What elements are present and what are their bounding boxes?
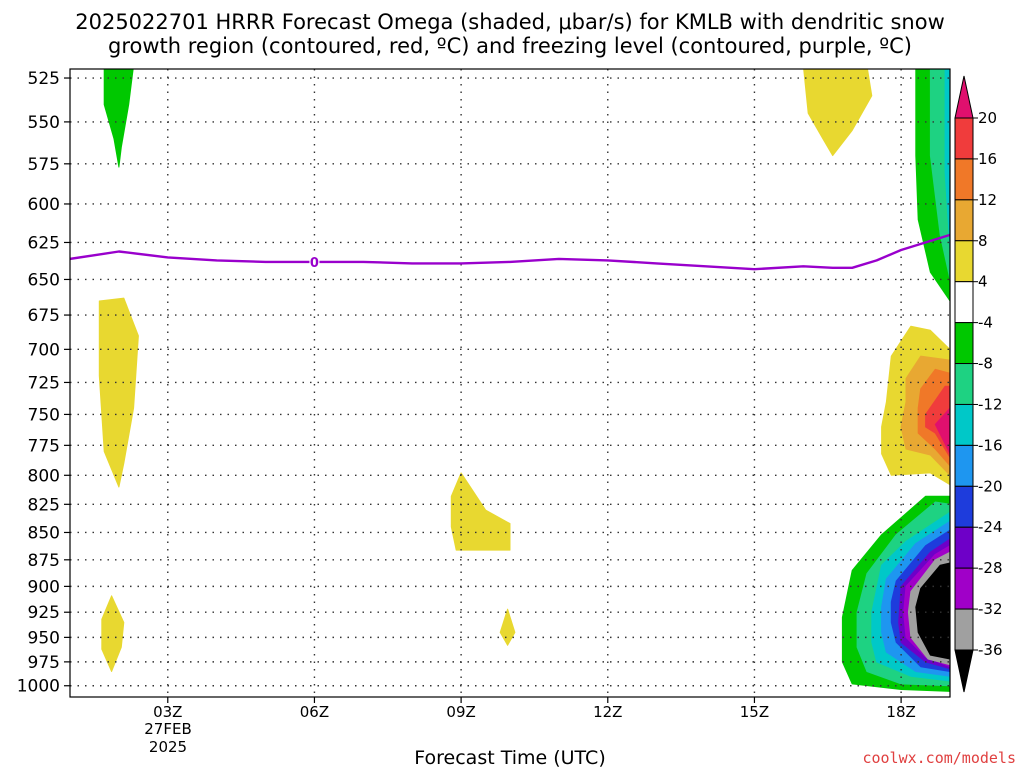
y-tick-label-525: 525: [28, 69, 60, 89]
colorbar-label-1: 16: [978, 150, 997, 168]
colorbar-bin-8: [954, 403, 974, 446]
credit-text: coolwx.com/models: [862, 749, 1016, 767]
x-tick-label-06Z: 06Z: [300, 703, 329, 721]
colorbar-label-9: -20: [978, 477, 1003, 495]
y-tick-label-975: 975: [28, 653, 60, 673]
y-tick-label-950: 950: [28, 628, 60, 648]
y-tick-label-650: 650: [28, 270, 60, 290]
x-tick-label-15Z: 15Z: [740, 703, 769, 721]
colorbar-bin-2: [954, 158, 974, 201]
colorbar-bin-6: [954, 322, 974, 365]
y-tick-label-925: 925: [28, 603, 60, 623]
omega-region-13: [499, 608, 516, 646]
y-tick-label-775: 775: [28, 436, 60, 456]
colorbar-bin-1: [954, 117, 974, 160]
grid: [70, 69, 950, 697]
x-tick-label-12Z: 12Z: [593, 703, 622, 721]
y-tick-label-675: 675: [28, 306, 60, 326]
omega-region-0: [103, 69, 134, 168]
colorbar-bin-5: [954, 281, 974, 324]
x-tick-label-18Z: 18Z: [886, 703, 915, 721]
omega-region-10: [934, 407, 950, 455]
colorbar: 20 16 12 8 4 -4 -8 -12 -16 -20 -24 -28 -32 -36: [954, 75, 1003, 693]
colorbar-bin-0: [954, 75, 974, 119]
y-tick-label-800: 800: [28, 466, 60, 486]
colorbar-label-13: -36: [978, 641, 1003, 659]
colorbar-label-10: -24: [978, 518, 1003, 536]
date-label-year: 2025: [149, 738, 187, 756]
x-axis-title: Forecast Time (UTC): [414, 747, 605, 768]
colorbar-label-11: -28: [978, 559, 1003, 577]
y-tick-label-900: 900: [28, 577, 60, 597]
colorbar-label-0: 20: [978, 109, 997, 127]
colorbar-bin-10: [954, 485, 974, 528]
y-tick-label-825: 825: [28, 495, 60, 515]
colorbar-bin-12: [954, 567, 974, 610]
colorbar-label-6: -8: [978, 355, 993, 373]
colorbar-label-8: -16: [978, 436, 1003, 454]
plot-frame: [69, 68, 951, 698]
colorbar-bin-11: [954, 526, 974, 569]
x-tick-label-03Z: 03Z: [153, 703, 182, 721]
colorbar-bin-13: [954, 608, 974, 651]
y-tick-label-750: 750: [28, 405, 60, 425]
omega-region-12: [101, 595, 125, 672]
y-tick-label-600: 600: [28, 195, 60, 215]
omega-region-4: [944, 69, 950, 251]
colorbar-boxes: [954, 75, 974, 693]
y-tick-label-725: 725: [28, 373, 60, 393]
y-tick-label-625: 625: [28, 233, 60, 253]
colorbar-label-2: 12: [978, 191, 997, 209]
x-axis: 27FEB 2025 03Z 06Z 09Z 12Z 15Z 18Z: [144, 697, 916, 756]
colorbar-bin-14: [954, 649, 974, 693]
omega-region-11: [450, 472, 511, 551]
plot-area: 0: [69, 68, 951, 698]
chart-title-line-1: 2025022701 HRRR Forecast Omega (shaded, …: [75, 10, 945, 34]
freezing-level-label: 0: [310, 256, 319, 271]
y-tick-label-850: 850: [28, 523, 60, 543]
colorbar-label-4: 4: [978, 273, 988, 291]
omega-region-1: [803, 69, 873, 157]
colorbar-bin-4: [954, 240, 974, 283]
colorbar-bin-9: [954, 444, 974, 487]
omega-shading: [98, 69, 950, 692]
omega-region-5: [98, 297, 139, 488]
y-tick-label-875: 875: [28, 551, 60, 571]
y-tick-label-1000: 1000: [17, 677, 60, 697]
y-tick-label-700: 700: [28, 340, 60, 360]
x-tick-label-09Z: 09Z: [446, 703, 475, 721]
colorbar-label-5: -4: [978, 314, 993, 332]
colorbar-label-3: 8: [978, 232, 988, 250]
colorbar-label-12: -32: [978, 600, 1003, 618]
y-tick-label-575: 575: [28, 155, 60, 175]
y-tick-label-550: 550: [28, 113, 60, 133]
colorbar-label-7: -12: [978, 395, 1003, 413]
colorbar-bin-3: [954, 199, 974, 242]
colorbar-bin-7: [954, 363, 974, 405]
freezing-label-bg: [309, 254, 320, 269]
freezing-level-line: [70, 233, 950, 271]
y-axis: 525 550 575 600 625 650 675 700 725 750 775 800 825 8…: [17, 69, 70, 697]
chart-title-line-2: growth region (contoured, red, ºC) and f…: [108, 34, 912, 58]
freezing-level: 0: [70, 233, 950, 271]
date-label-day: 27FEB: [144, 720, 191, 738]
